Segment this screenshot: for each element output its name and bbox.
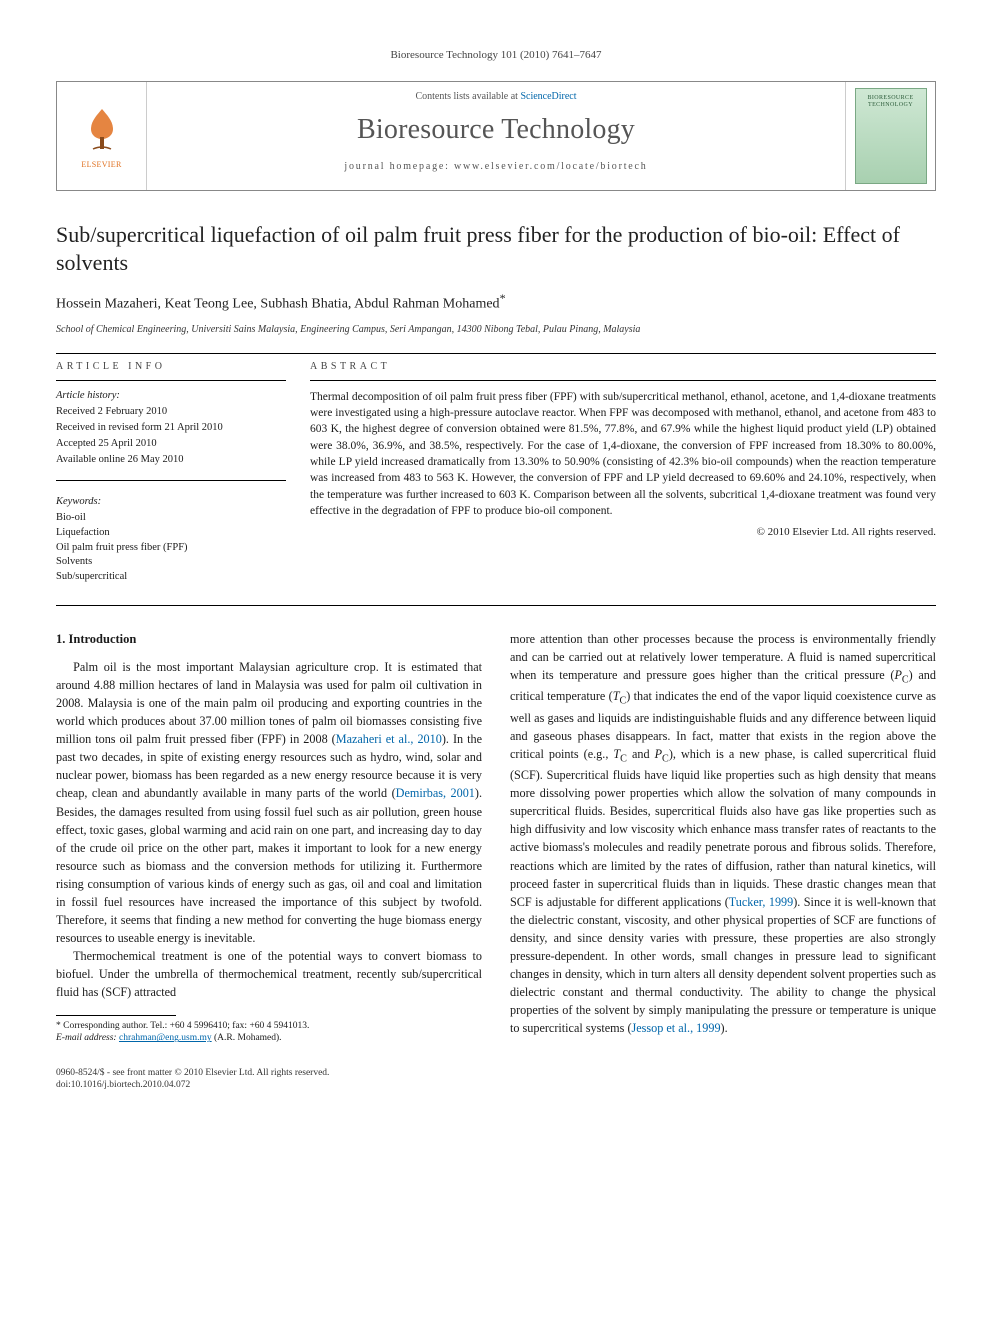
info-abstract-row: ARTICLE INFO Article history: Received 2… — [56, 360, 936, 585]
history-accepted: Accepted 25 April 2010 — [56, 437, 286, 451]
elsevier-logo: ELSEVIER — [73, 100, 131, 172]
sciencedirect-link[interactable]: ScienceDirect — [520, 91, 576, 102]
keyword-item: Sub/supercritical — [56, 570, 286, 585]
subscript-c: C — [662, 753, 669, 764]
affiliation: School of Chemical Engineering, Universi… — [56, 323, 936, 337]
intro-p3g: ). — [721, 1021, 728, 1035]
journal-name: Bioresource Technology — [157, 110, 835, 149]
abstract-text: Thermal decomposition of oil palm fruit … — [310, 389, 936, 520]
history-label: Article history: — [56, 389, 286, 403]
elsevier-tree-icon — [77, 103, 127, 157]
article-info-column: ARTICLE INFO Article history: Received 2… — [56, 360, 286, 585]
abs-rule — [310, 380, 936, 381]
abstract-column: ABSTRACT Thermal decomposition of oil pa… — [310, 360, 936, 585]
email-suffix: (A.R. Mohamed). — [214, 1033, 282, 1043]
corresponding-author-footnote: * Corresponding author. Tel.: +60 4 5996… — [56, 1020, 482, 1045]
info-rule-2 — [56, 480, 286, 481]
citation-link[interactable]: Demirbas, 2001 — [396, 786, 475, 800]
subscript-c: C — [620, 753, 627, 764]
authors-text: Hossein Mazaheri, Keat Teong Lee, Subhas… — [56, 297, 500, 312]
intro-p3e: ), which is a new phase, is called super… — [510, 747, 936, 909]
corr-marker: * — [500, 291, 506, 305]
history-revised: Received in revised form 21 April 2010 — [56, 421, 286, 435]
journal-cover-title: BIORESOURCE TECHNOLOGY — [856, 95, 926, 108]
keywords-label: Keywords: — [56, 495, 286, 510]
footnote-separator — [56, 1015, 176, 1016]
page-footer: 0960-8524/$ - see front matter © 2010 El… — [56, 1067, 936, 1092]
symbol-p: P — [894, 668, 901, 682]
intro-paragraph-1: Palm oil is the most important Malaysian… — [56, 658, 482, 947]
intro-p1c: ). Besides, the damages resulted from us… — [56, 786, 482, 944]
intro-p3a: more attention than other processes beca… — [510, 632, 936, 682]
journal-cover-cell: BIORESOURCE TECHNOLOGY — [845, 82, 935, 190]
intro-paragraph-3: more attention than other processes beca… — [510, 630, 936, 1037]
info-rule — [56, 380, 286, 381]
masthead: ELSEVIER Contents lists available at Sci… — [56, 81, 936, 191]
body-columns: 1. Introduction Palm oil is the most imp… — [56, 630, 936, 1045]
citation-link[interactable]: Tucker, 1999 — [729, 895, 793, 909]
rule-bottom — [56, 605, 936, 606]
masthead-center: Contents lists available at ScienceDirec… — [147, 82, 845, 190]
publisher-label: ELSEVIER — [81, 159, 121, 170]
abstract-label: ABSTRACT — [310, 360, 936, 374]
rule-top — [56, 353, 936, 354]
intro-p3d: and — [627, 747, 655, 761]
keyword-item: Oil palm fruit press fiber (FPF) — [56, 541, 286, 556]
publisher-logo-cell: ELSEVIER — [57, 82, 147, 190]
citation-link[interactable]: Jessop et al., 1999 — [632, 1021, 721, 1035]
footnote-email-line: E-mail address: chrahman@eng.usm.my (A.R… — [56, 1032, 482, 1044]
homepage-prefix: journal homepage: — [344, 161, 454, 172]
footnote-corr-line: * Corresponding author. Tel.: +60 4 5996… — [56, 1020, 482, 1032]
history-received: Received 2 February 2010 — [56, 405, 286, 419]
history-online: Available online 26 May 2010 — [56, 453, 286, 467]
keyword-item: Solvents — [56, 555, 286, 570]
footer-left: 0960-8524/$ - see front matter © 2010 El… — [56, 1067, 329, 1092]
footer-front-matter: 0960-8524/$ - see front matter © 2010 El… — [56, 1067, 329, 1079]
article-title: Sub/supercritical liquefaction of oil pa… — [56, 221, 936, 276]
intro-p3f: ). Since it is well-known that the diele… — [510, 895, 936, 1035]
subscript-c: C — [902, 674, 909, 685]
article-history: Article history: Received 2 February 201… — [56, 389, 286, 468]
abstract-copyright: © 2010 Elsevier Ltd. All rights reserved… — [310, 525, 936, 540]
authors-line: Hossein Mazaheri, Keat Teong Lee, Subhas… — [56, 290, 936, 314]
article-info-label: ARTICLE INFO — [56, 360, 286, 374]
running-header: Bioresource Technology 101 (2010) 7641–7… — [56, 48, 936, 63]
footer-doi: doi:10.1016/j.biortech.2010.04.072 — [56, 1079, 329, 1091]
keyword-item: Bio-oil — [56, 511, 286, 526]
journal-cover-thumb: BIORESOURCE TECHNOLOGY — [855, 88, 927, 184]
symbol-p: P — [655, 747, 662, 761]
intro-heading: 1. Introduction — [56, 630, 482, 649]
contents-prefix: Contents lists available at — [415, 91, 520, 102]
contents-line: Contents lists available at ScienceDirec… — [157, 90, 835, 104]
email-label: E-mail address: — [56, 1033, 117, 1043]
homepage-line: journal homepage: www.elsevier.com/locat… — [157, 160, 835, 174]
email-link[interactable]: chrahman@eng.usm.my — [119, 1033, 212, 1043]
intro-paragraph-2: Thermochemical treatment is one of the p… — [56, 947, 482, 1001]
homepage-url: www.elsevier.com/locate/biortech — [454, 161, 648, 172]
keywords-list: Bio-oil Liquefaction Oil palm fruit pres… — [56, 511, 286, 584]
keyword-item: Liquefaction — [56, 526, 286, 541]
citation-link[interactable]: Mazaheri et al., 2010 — [336, 732, 442, 746]
